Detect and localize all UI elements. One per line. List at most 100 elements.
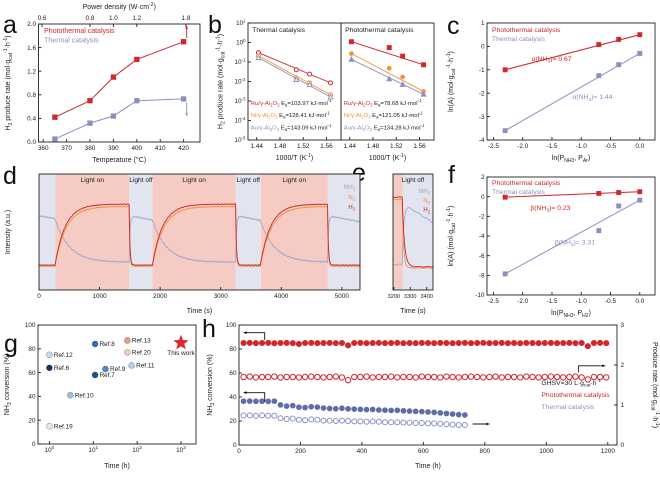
svg-text:-2: -2 xyxy=(479,214,485,221)
svg-text:Thermal catalysis: Thermal catalysis xyxy=(541,404,594,411)
svg-text:α(NH3)= 0.67: α(NH3)= 0.67 xyxy=(531,56,571,65)
svg-text:1.48: 1.48 xyxy=(367,143,380,150)
bands xyxy=(393,174,433,290)
svg-text:80: 80 xyxy=(28,346,36,353)
panel-label-h: h xyxy=(202,315,216,343)
svg-text:100: 100 xyxy=(226,322,237,329)
svg-text:4000: 4000 xyxy=(274,293,289,300)
series-thermal-catalysis xyxy=(502,197,643,277)
tick-labels: 1.44 1.48 1.52 1.56 xyxy=(343,143,426,150)
svg-text:Light off: Light off xyxy=(402,177,425,184)
svg-text:1.48: 1.48 xyxy=(274,143,287,150)
svg-text:-8: -8 xyxy=(479,273,485,280)
svg-text:Temperature (°C): Temperature (°C) xyxy=(92,156,146,164)
svg-text:GHSV=30 L·gcat·h-1: GHSV=30 L·gcat·h-1 xyxy=(541,378,601,389)
series-photothermal-conversion xyxy=(240,339,610,350)
svg-text:Photothermal catalysis: Photothermal catalysis xyxy=(492,27,561,34)
data-point-this-work: This work xyxy=(167,334,195,357)
svg-text:Photothermal catalysis: Photothermal catalysis xyxy=(44,28,115,35)
panel-a-svg: 360 370 380 390 400 410 4200.00.40.81.21.62.00… xyxy=(3,2,201,164)
annotations: Photothermal catalysis Thermal catalysis xyxy=(44,25,189,117)
svg-text:Ref.8: Ref.8 xyxy=(100,341,116,348)
panel-label-f: f xyxy=(448,161,455,189)
svg-text:100: 100 xyxy=(45,445,55,454)
svg-text:1.2: 1.2 xyxy=(132,15,141,22)
svg-text:1.56: 1.56 xyxy=(413,143,426,150)
svg-text:-1.0: -1.0 xyxy=(576,143,587,150)
panel-d-svg: 0 1000 2000 3000 4000 5000 Time (s) Intensity (… xyxy=(5,173,361,315)
panel-label-a: a xyxy=(3,11,17,39)
series-n2 xyxy=(38,205,361,268)
data-point-ref-12: Ref.12 xyxy=(46,351,73,359)
svg-text:0.8: 0.8 xyxy=(86,15,95,22)
axes xyxy=(340,22,435,141)
svg-text:Intensity (a.u.): Intensity (a.u.) xyxy=(5,210,12,254)
data-point-ref-7: Ref.7 xyxy=(91,371,115,379)
panel-f-svg: -2.5 -2.0 -1.5 -1.0 -0.5 0.020-2-4-6-8-10ln(P… xyxy=(446,174,656,319)
svg-text:370: 370 xyxy=(61,145,72,152)
bands xyxy=(39,174,360,290)
data-point-ref-19: Ref.19 xyxy=(46,422,73,430)
svg-text:40: 40 xyxy=(229,394,237,401)
svg-text:Photothermal catalysis: Photothermal catalysis xyxy=(492,180,561,187)
svg-text:420: 420 xyxy=(178,145,189,152)
data-point-ref-9: Ref.9 xyxy=(102,365,126,373)
svg-text:410: 410 xyxy=(155,145,166,152)
panel-f-chart: -2.5 -2.0 -1.5 -1.0 -0.5 0.0 2 0 -2 -4 -6 -8 -10 ln(P… xyxy=(443,157,660,321)
svg-text:60: 60 xyxy=(28,370,36,377)
svg-text:H2: H2 xyxy=(423,207,430,215)
panel-label-c: c xyxy=(447,12,460,40)
svg-text:Thermal catalysis: Thermal catalysis xyxy=(252,27,305,34)
data-point-ref-11: Ref.11 xyxy=(128,362,155,370)
svg-text:3400: 3400 xyxy=(421,294,433,300)
svg-text:Ref.6: Ref.6 xyxy=(54,365,70,372)
svg-text:600: 600 xyxy=(418,448,429,455)
annotations: Photothermal catalysis Thermal catalysis β… xyxy=(492,180,595,248)
series-photothermal-catalysis xyxy=(502,189,643,200)
svg-text:1.0: 1.0 xyxy=(109,15,118,22)
axis-titles: Time (h) NH3 conversion (%) xyxy=(4,354,130,470)
svg-text:Thermal catalysis: Thermal catalysis xyxy=(492,189,545,196)
svg-text:-1: -1 xyxy=(479,67,485,74)
axes xyxy=(486,22,656,141)
svg-text:ln(A) (mol·gcat-1·h-1): ln(A) (mol·gcat-1·h-1) xyxy=(446,206,457,267)
svg-text:10-1: 10-1 xyxy=(235,57,246,66)
tick-labels: 0 1000 2000 3000 4000 5000 xyxy=(37,293,349,300)
series xyxy=(240,339,610,428)
svg-text:-1.5: -1.5 xyxy=(546,143,557,150)
svg-text:Light on: Light on xyxy=(81,177,105,184)
tick-labels: 3200 3300 3400 xyxy=(388,294,433,300)
series-thermal-catalysis xyxy=(52,96,187,142)
svg-text:3300: 3300 xyxy=(404,294,416,300)
svg-text:2000: 2000 xyxy=(153,293,168,300)
svg-text:ln(PNH3, PH2): ln(PNH3, PH2) xyxy=(551,310,591,319)
svg-text:360: 360 xyxy=(38,145,49,152)
axes xyxy=(392,173,434,291)
svg-text:-2.0: -2.0 xyxy=(517,143,528,150)
svg-text:N2: N2 xyxy=(348,194,355,202)
svg-text:-3: -3 xyxy=(479,114,485,121)
svg-text:Time (s): Time (s) xyxy=(400,308,425,315)
svg-text:100: 100 xyxy=(25,322,36,329)
svg-text:3: 3 xyxy=(621,322,625,329)
data-point-ref-13: Ref.13 xyxy=(124,337,151,345)
panel-e-chart: 3200 3300 3400 Time (s) Light off NH3 N2 H2 xyxy=(376,157,440,321)
series-ru-photothermal xyxy=(349,39,426,68)
data-point-ref-20: Ref.20 xyxy=(124,349,151,357)
svg-text:1.8: 1.8 xyxy=(182,15,191,22)
svg-text:0: 0 xyxy=(32,441,36,448)
axis-titles: 1000/T (K-1) xyxy=(369,153,406,162)
svg-text:H2 produce rate (mol·gcat-1·h-: H2 produce rate (mol·gcat-1·h-1) xyxy=(3,35,14,130)
svg-text:5000: 5000 xyxy=(335,293,350,300)
svg-text:2: 2 xyxy=(481,174,485,181)
series-thermal-produce-rate xyxy=(240,412,468,428)
svg-text:Light off: Light off xyxy=(237,177,261,184)
series xyxy=(392,196,434,269)
svg-text:102: 102 xyxy=(132,445,142,454)
series xyxy=(502,32,643,134)
series xyxy=(348,39,427,97)
svg-text:-10: -10 xyxy=(475,292,485,299)
